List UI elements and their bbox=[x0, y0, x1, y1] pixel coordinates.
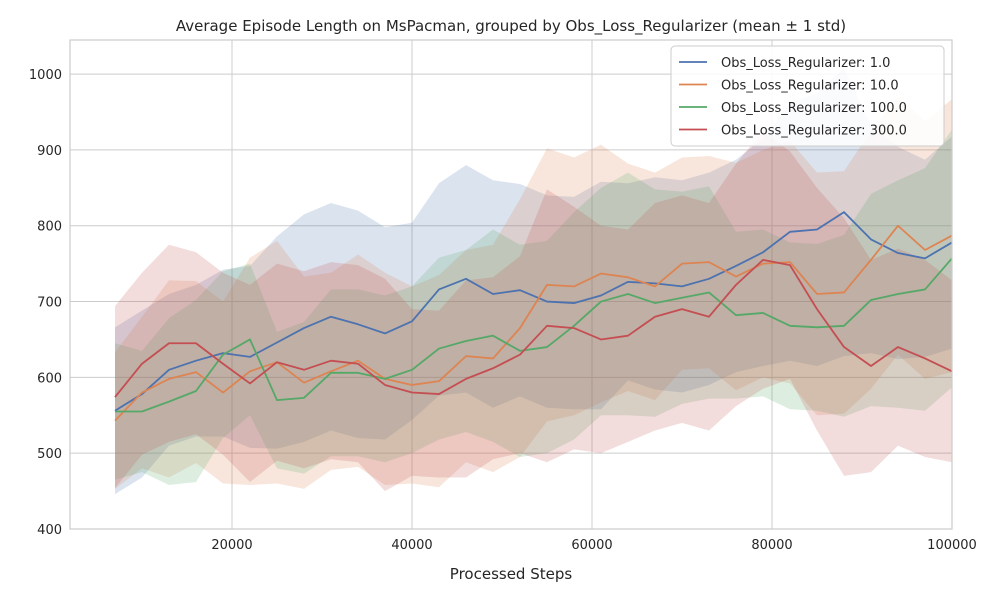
y-tick-label: 600 bbox=[37, 371, 62, 386]
legend-entry: Obs_Loss_Regularizer: 100.0 bbox=[721, 101, 907, 116]
std-band-1 bbox=[115, 68, 952, 495]
legend-entry: Obs_Loss_Regularizer: 300.0 bbox=[721, 124, 907, 139]
std-bands bbox=[115, 68, 952, 495]
y-tick-label: 900 bbox=[37, 144, 62, 159]
y-tick-labels: 400 500 600 700 800 900 1000 bbox=[29, 68, 62, 538]
std-band-2 bbox=[115, 96, 952, 489]
y-tick-label: 500 bbox=[37, 447, 62, 462]
series-line-3 bbox=[115, 257, 953, 413]
series-line-1 bbox=[114, 211, 953, 412]
legend-entry: Obs_Loss_Regularizer: 10.0 bbox=[721, 79, 899, 94]
plot-frame bbox=[69, 39, 953, 530]
y-tick-label: 700 bbox=[37, 296, 62, 311]
x-tick-label: 60000 bbox=[571, 538, 612, 553]
x-tick-label: 100000 bbox=[927, 538, 977, 553]
std-band-4 bbox=[115, 130, 952, 492]
series-line-2 bbox=[114, 224, 953, 422]
y-tick-label: 800 bbox=[37, 220, 62, 235]
grid-lines bbox=[70, 40, 953, 530]
x-axis-label: Processed Steps bbox=[450, 565, 573, 583]
legend: Obs_Loss_Regularizer: 1.0 Obs_Loss_Regula… bbox=[670, 45, 945, 147]
x-tick-label: 20000 bbox=[211, 538, 252, 553]
x-tick-label: 40000 bbox=[391, 538, 432, 553]
legend-entry: Obs_Loss_Regularizer: 1.0 bbox=[721, 56, 890, 71]
x-tick-labels: 20000 40000 60000 80000 100000 bbox=[211, 538, 977, 553]
chart-title: Average Episode Length on MsPacman, grou… bbox=[176, 17, 846, 36]
legend-box bbox=[670, 45, 945, 147]
y-tick-label: 400 bbox=[37, 523, 62, 538]
series-line-4 bbox=[114, 258, 953, 398]
x-tick-label: 80000 bbox=[751, 538, 792, 553]
y-tick-label: 1000 bbox=[29, 68, 62, 83]
series-lines bbox=[114, 211, 953, 422]
